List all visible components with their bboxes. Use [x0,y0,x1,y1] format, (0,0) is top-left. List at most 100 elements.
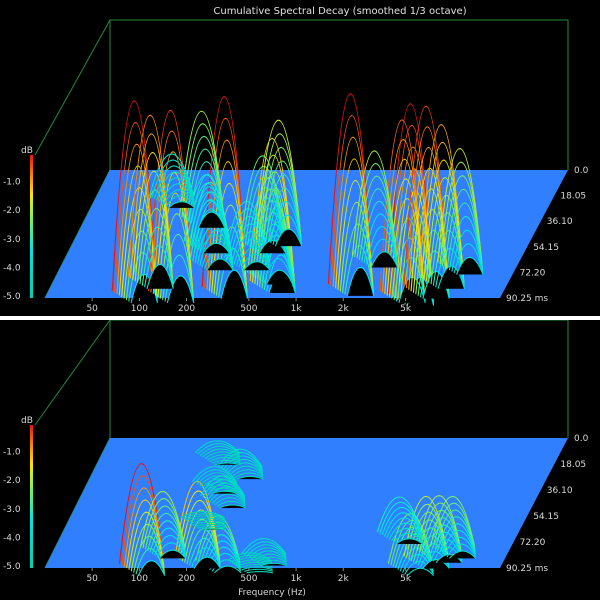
decay-curve [425,177,465,282]
decay-curve [274,228,303,247]
decay-curve [149,520,186,553]
decay-curve [151,527,186,555]
decay-curve [185,515,226,522]
decay-curve [207,486,246,501]
decay-curve [184,518,221,563]
time-tick-label: 54.15 [533,512,559,522]
decay-curve [260,562,288,567]
decay-curve [139,208,174,285]
decay-curve [239,155,286,242]
decay-curve [253,553,287,562]
z-tick-label: -1.0 [3,448,21,458]
x-tick-label: 200 [178,304,195,314]
decay-curve [121,187,158,297]
decay-curve [196,472,238,485]
decay-curve [228,215,270,262]
decay-curve [241,566,273,571]
decay-curve [149,153,195,197]
decay-curve [383,512,423,537]
time-tick-label: 36.10 [547,486,573,496]
time-tick-label: 18.05 [560,192,586,202]
decay-curve [412,188,450,293]
decay-curve [439,523,476,553]
decay-curve [456,256,484,275]
decay-peak [255,119,303,247]
decay-curve [370,251,399,268]
decay-curve [219,504,246,509]
decay-curve [227,462,264,474]
decay-curve [243,261,271,271]
x-tick-label: 2k [338,304,350,314]
decay-curve [267,188,302,242]
decay-curve [126,499,165,569]
time-tick-label: 72.20 [520,268,546,278]
decay-curve [197,442,240,455]
decay-curve [232,556,273,565]
decay-curve [381,506,423,536]
x-tick-label: 2k [338,574,350,584]
z-tick-label: -2.0 [3,476,21,486]
chart-title: Cumulative Spectral Decay (smoothed 1/3 … [213,6,466,17]
decay-peak [217,448,264,480]
decay-curve [211,459,241,464]
decay-curve [180,511,225,519]
decay-curve [417,229,450,296]
decay-curve [160,183,195,204]
decay-curve [188,537,221,566]
decay-peak [430,496,477,559]
decay-curve [209,456,241,463]
x-tick-label: 500 [240,304,257,314]
decay-curve [418,124,464,277]
decay-curve [130,523,165,572]
z-axis-label: dB [21,146,33,156]
decay-curve [129,133,173,279]
decay-curve [229,465,264,476]
x-tick-label: 200 [178,574,195,584]
decay-curve [134,170,174,282]
decay-curve [165,195,196,207]
decay-curve [416,495,462,551]
z-tick-label: -4.0 [3,533,21,543]
decay-curve [406,567,435,577]
decay-peak [192,466,238,495]
decay-curve [133,536,165,573]
z-tick-label: -4.0 [3,263,21,273]
decay-curve [146,264,174,289]
decay-curve [232,469,264,477]
decay-curve [208,487,238,493]
decay-curve [144,245,174,288]
x-tick-label: 5k [400,304,412,314]
decay-curve [376,496,422,533]
decay-curve [422,558,450,569]
x-tick-label: 1k [291,574,303,584]
decay-curve [408,146,449,290]
decay-curve [159,213,194,299]
decay-curve [206,258,234,271]
decay-curve [190,173,225,224]
decay-curve [423,159,465,280]
decay-curve [439,161,483,265]
decay-peak [437,147,484,275]
x-tick-label: 50 [86,304,98,314]
decay-curve [270,201,302,244]
decay-curve [441,530,476,555]
decay-curve [265,269,294,285]
decay-curve [193,208,230,248]
decay-curve [128,511,165,570]
time-tick-label: 54.15 [533,243,559,253]
decay-curve [444,536,476,556]
decay-curve [192,466,238,482]
decay-curve [116,144,158,294]
decay-curve [239,563,273,569]
decay-curve [156,542,187,558]
decay-curve [368,238,398,267]
decay-curve [137,189,174,283]
decay-curve [410,519,450,562]
decay-curve [405,126,449,289]
decay-curve [236,475,264,480]
decay-curve [194,523,226,528]
decay-curve [235,238,270,266]
decay-curve [428,194,465,283]
decay-curve [217,448,263,468]
x-tick-label: 500 [240,574,257,584]
